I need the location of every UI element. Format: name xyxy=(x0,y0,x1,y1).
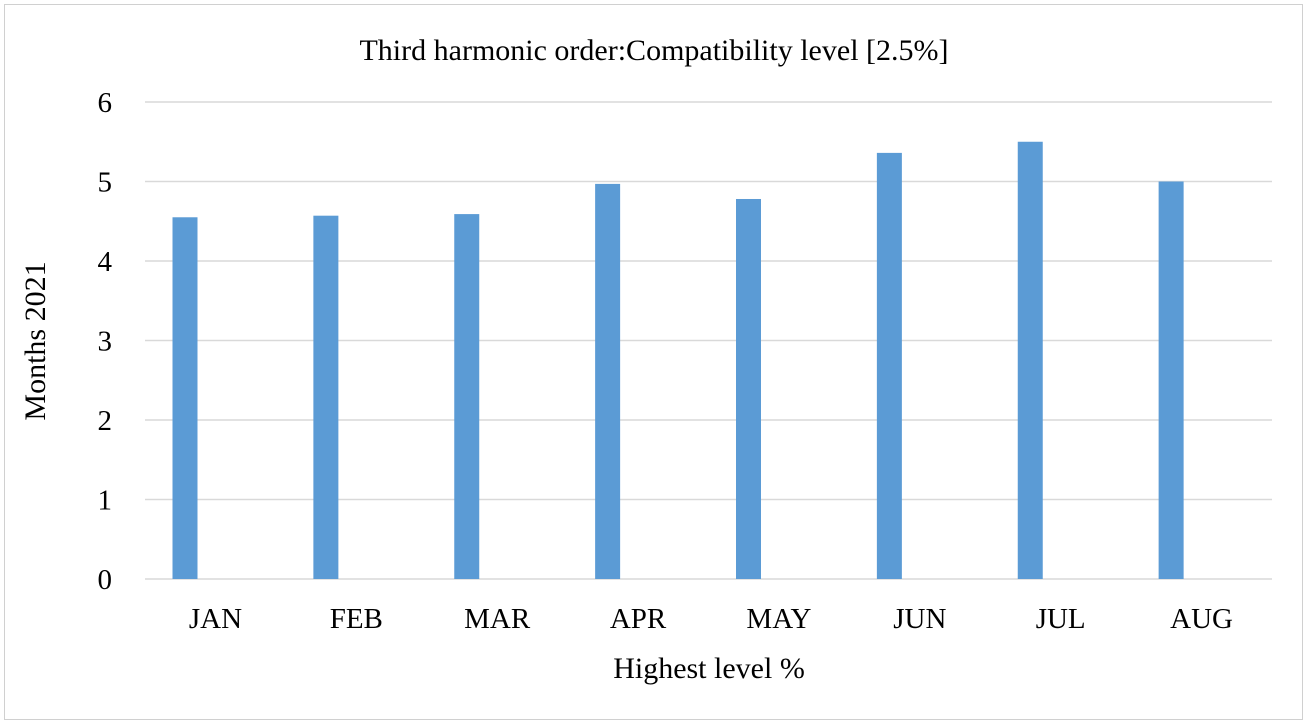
x-tick-label: AUG xyxy=(1170,603,1233,635)
bar-series xyxy=(172,141,1184,580)
bar-apr xyxy=(595,183,621,579)
y-axis-label: Months 2021 xyxy=(19,261,52,420)
bar-feb xyxy=(313,215,339,579)
y-tick-labels: 0 1 2 3 4 5 6 xyxy=(98,87,113,596)
x-tick-label: MAR xyxy=(464,603,531,635)
x-tick-label: JUN xyxy=(893,603,946,635)
x-axis-label: Highest level % xyxy=(613,652,805,685)
y-tick-label: 2 xyxy=(98,405,113,437)
bar-aug xyxy=(1158,181,1184,579)
x-tick-label: JAN xyxy=(189,603,242,635)
x-tick-label: JUL xyxy=(1036,603,1086,635)
x-tick-label: APR xyxy=(610,603,667,635)
chart-title: Third harmonic order:Compatibility level… xyxy=(359,34,948,67)
x-tick-label: FEB xyxy=(330,603,383,635)
bar-jun xyxy=(876,152,902,579)
bar-jan xyxy=(172,217,198,579)
y-tick-label: 0 xyxy=(98,564,113,596)
y-tick-label: 4 xyxy=(98,246,113,278)
bar-mar xyxy=(454,214,480,579)
y-tick-label: 5 xyxy=(98,167,113,199)
x-tick-label: MAY xyxy=(746,603,811,635)
y-tick-label: 6 xyxy=(98,87,113,119)
chart-frame xyxy=(4,4,1303,720)
bar-jul xyxy=(1017,141,1043,579)
bar-may xyxy=(736,198,761,580)
x-tick-labels: JAN FEB MAR APR MAY JUN JUL AUG xyxy=(189,603,1233,635)
y-tick-label: 3 xyxy=(98,326,113,358)
y-tick-label: 1 xyxy=(98,485,113,517)
